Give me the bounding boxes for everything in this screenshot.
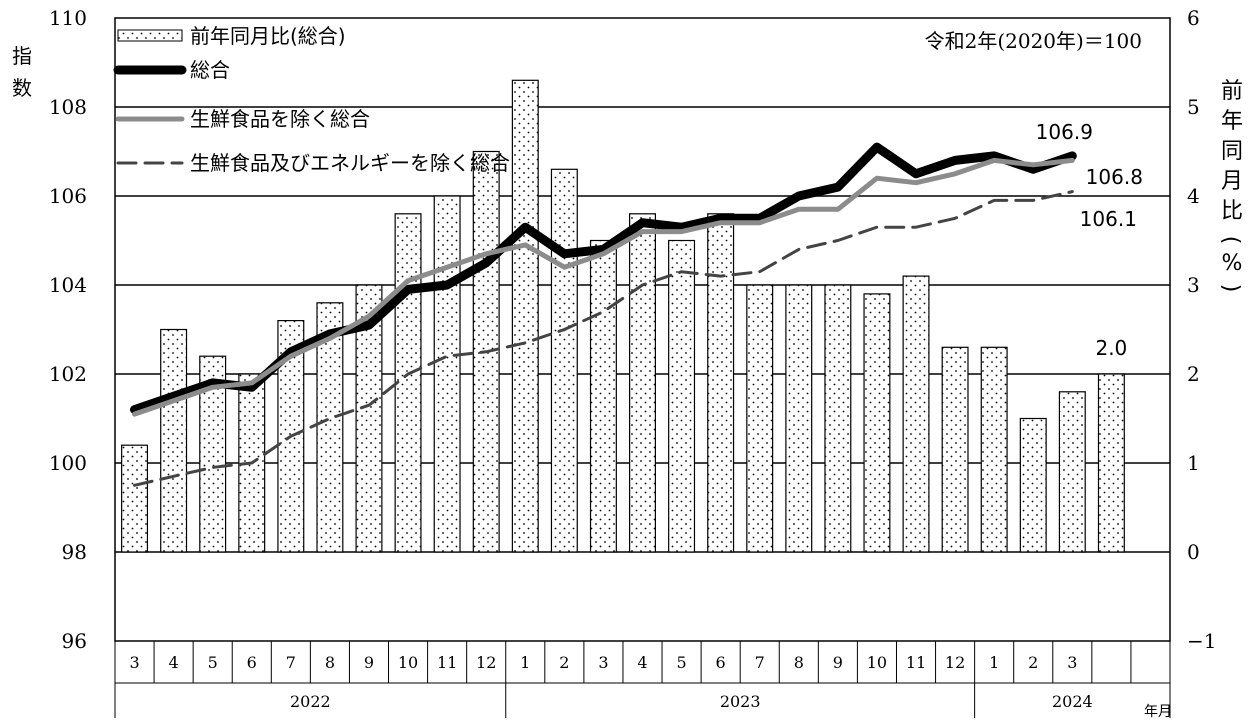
end-label-core: 106.8 (1086, 165, 1143, 189)
right-axis-title-char: 年 (1221, 109, 1243, 134)
line-series (130, 142, 1077, 487)
bar (121, 444, 149, 553)
bar (1097, 373, 1125, 553)
month-tick-label: 3 (129, 653, 139, 672)
month-tick-label: 12 (945, 653, 965, 672)
month-tick-label: 12 (476, 653, 496, 672)
month-tick-label: 3 (598, 653, 608, 672)
bar (824, 284, 852, 553)
right-axis-title-char: ( (1218, 236, 1243, 245)
note-label: 令和2年(2020年)＝100 (925, 29, 1142, 53)
bar (1058, 391, 1086, 553)
right-tick-label: 2 (1187, 362, 1200, 386)
month-tick-label: 6 (247, 653, 257, 672)
bar (941, 346, 969, 553)
right-tick-label: 1 (1187, 451, 1200, 475)
bar (863, 293, 891, 553)
bar (746, 284, 774, 553)
left-tick-label: 104 (49, 273, 87, 297)
right-axis-title-char: 比 (1221, 199, 1243, 224)
right-axis-title-char: 同 (1221, 139, 1243, 164)
legend-label-series-0: 総合 (190, 58, 230, 82)
bar (511, 79, 539, 553)
month-tick-label: 1 (520, 653, 530, 672)
year-label: 2023 (720, 692, 761, 711)
month-tick-label: 11 (437, 653, 457, 672)
month-tick-label: 6 (716, 653, 726, 672)
right-axis-title-char: 月 (1221, 169, 1243, 194)
right-tick-label: 0 (1187, 540, 1200, 564)
bar (160, 328, 188, 553)
month-tick-label: 8 (325, 653, 335, 672)
year-label: 2022 (290, 692, 331, 711)
year-label: 2024 (1052, 692, 1093, 711)
right-axis-title-char: % (1222, 251, 1243, 276)
series-line-1 (132, 157, 1075, 417)
axis-labels: 106.9106.8106.12.09698100102104106108110… (12, 6, 1243, 720)
month-tick-label: 11 (906, 653, 926, 672)
right-tick-label: −1 (1187, 629, 1216, 653)
left-tick-label: 110 (49, 6, 87, 30)
axes (114, 17, 1171, 718)
bar (785, 284, 813, 553)
month-tick-label: 10 (398, 653, 418, 672)
legend-label-bar: 前年同月比(総合) (190, 24, 346, 48)
right-tick-label: 5 (1187, 95, 1200, 119)
legend-label-series-1: 生鮮食品を除く総合 (190, 107, 370, 131)
month-tick-label: 1 (989, 653, 999, 672)
right-tick-label: 4 (1187, 184, 1200, 208)
legend-swatch-bar (117, 29, 183, 42)
bar (707, 213, 735, 553)
month-tick-label: 4 (637, 653, 647, 672)
bar (902, 275, 930, 553)
legend-label-series-2: 生鮮食品及びエネルギーを除く総合 (190, 151, 510, 175)
series-line-0 (130, 142, 1077, 415)
left-tick-label: 96 (62, 629, 87, 653)
left-tick-label: 98 (62, 540, 87, 564)
month-tick-label: 2 (1028, 653, 1038, 672)
bar (629, 213, 656, 553)
right-axis-title-char: 前 (1221, 79, 1243, 104)
x-axis-unit-label: 年月 (1144, 704, 1172, 720)
left-axis-title-char: 数 (12, 76, 32, 100)
bar (550, 168, 578, 553)
bar (668, 239, 696, 553)
bar (589, 239, 617, 553)
month-tick-label: 7 (286, 653, 296, 672)
month-tick-label: 4 (169, 653, 179, 672)
month-tick-label: 2 (559, 653, 569, 672)
bar (1019, 417, 1047, 553)
end-label-total: 106.9 (1036, 120, 1093, 144)
right-axis-title-char: ) (1218, 284, 1243, 293)
left-tick-label: 106 (49, 184, 87, 208)
left-axis-title-char: 指 (12, 44, 32, 68)
left-tick-label: 102 (49, 362, 87, 386)
series-line-2 (133, 190, 1074, 487)
month-tick-label: 9 (833, 653, 843, 672)
bar-series (121, 79, 1125, 553)
month-tick-label: 7 (755, 653, 765, 672)
bar (394, 213, 422, 553)
right-tick-label: 6 (1187, 6, 1200, 30)
bar (433, 195, 461, 553)
end-label-core-core: 106.1 (1080, 207, 1137, 231)
month-tick-label: 3 (1067, 653, 1077, 672)
plot-frame (114, 17, 1171, 642)
bar (980, 346, 1008, 553)
end-label-bar: 2.0 (1095, 336, 1127, 360)
month-tick-label: 9 (364, 653, 374, 672)
month-tick-label: 8 (794, 653, 804, 672)
month-tick-label: 10 (867, 653, 887, 672)
month-tick-label: 5 (676, 653, 686, 672)
left-tick-label: 100 (49, 451, 87, 475)
left-tick-label: 108 (49, 95, 87, 119)
right-tick-label: 3 (1187, 273, 1200, 297)
month-tick-label: 5 (208, 653, 218, 672)
